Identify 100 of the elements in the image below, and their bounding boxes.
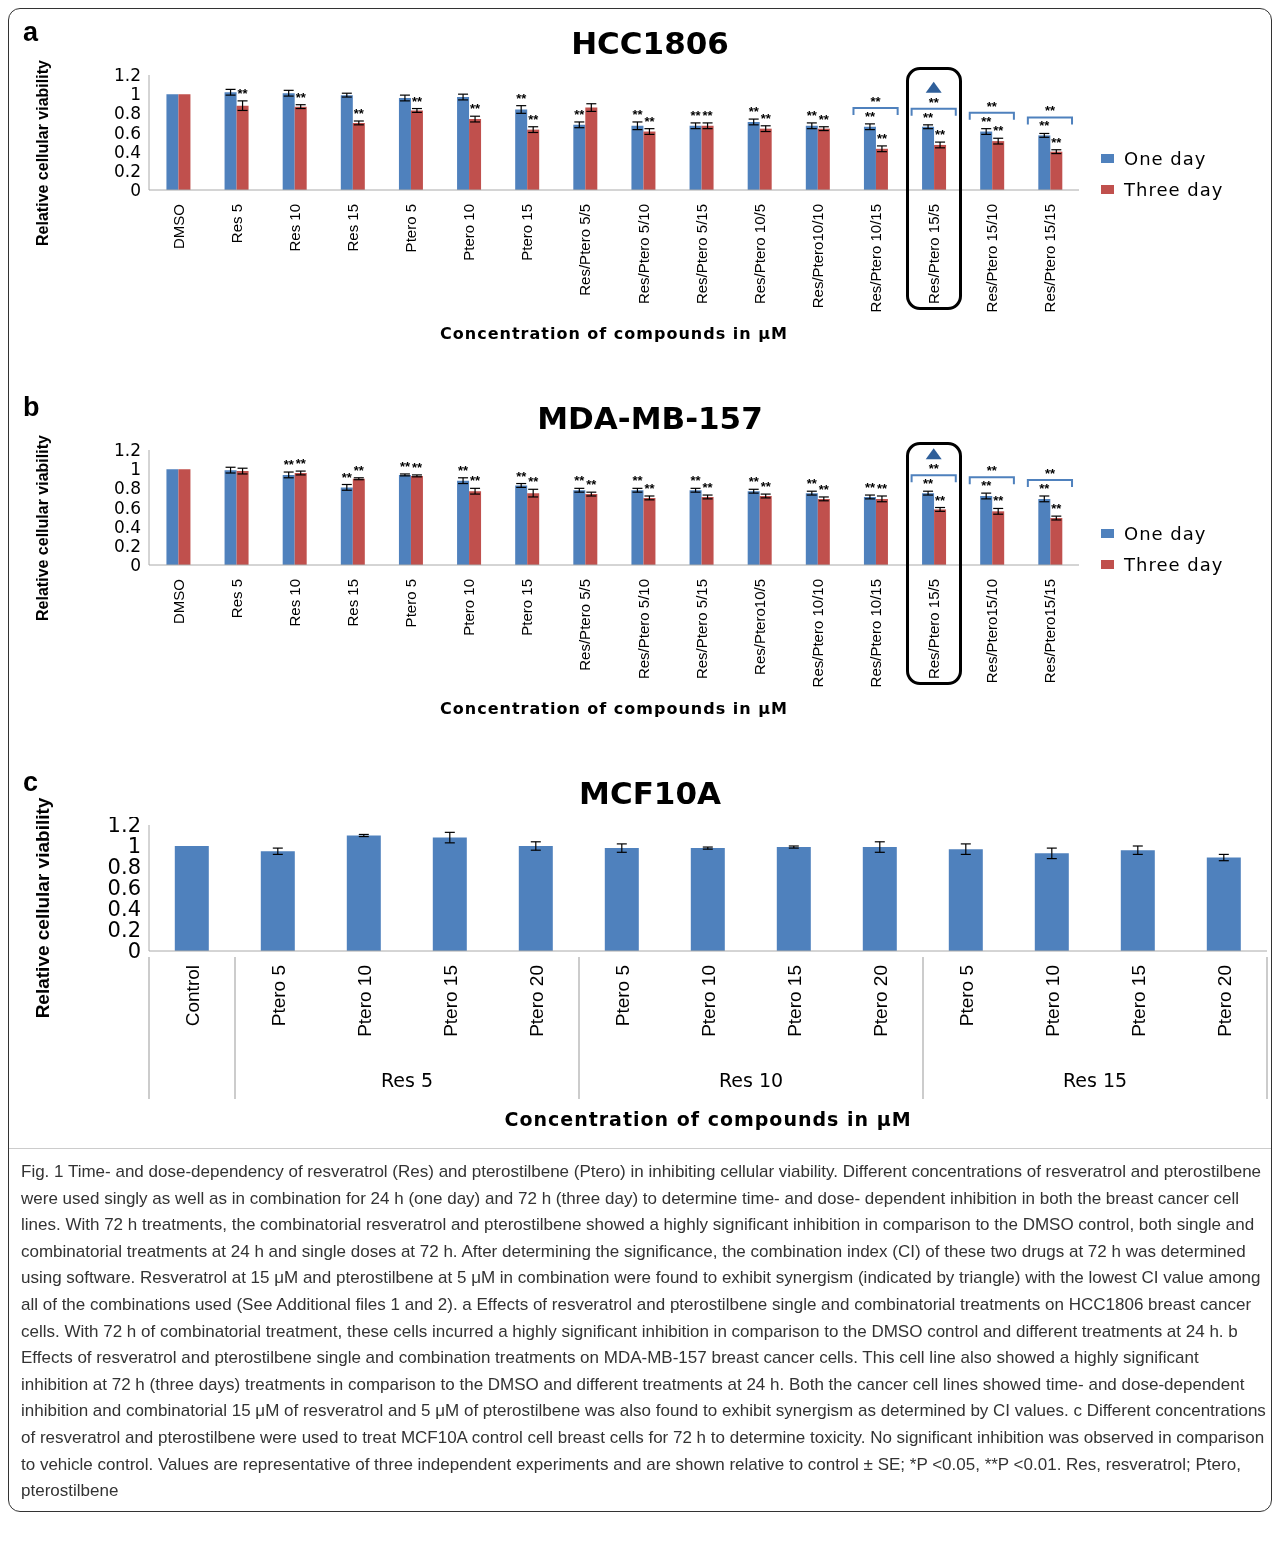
x-tick-label: Res/Ptero 5/15 — [692, 204, 710, 305]
x-tick-label: Ptero 15 — [518, 579, 536, 636]
x-tick-label: Res/Ptero 15/10 — [983, 204, 1001, 313]
bar — [585, 107, 598, 190]
x-tick-label: Res 5 — [227, 579, 245, 619]
data-label: ** — [993, 493, 1005, 509]
y-tick-label: 0.4 — [113, 141, 141, 162]
x-tick-label: Ptero 15 — [1127, 965, 1149, 1037]
x-tick-label: Res 10 — [285, 204, 303, 252]
bar — [1034, 853, 1069, 951]
x-tick-label: Res 10 — [285, 579, 303, 627]
x-tick-label: Res/Ptero 15/5 — [925, 204, 943, 305]
annotation: ** — [986, 463, 998, 479]
bar — [863, 126, 876, 190]
x-tick-label: Res/Ptero15/10 — [983, 579, 1001, 684]
x-tick-label: Ptero 10 — [697, 965, 719, 1037]
y-tick-label: 1.2 — [113, 65, 141, 86]
bar — [805, 493, 818, 565]
data-label: ** — [411, 93, 423, 109]
bar — [992, 141, 1005, 190]
bar — [166, 94, 179, 190]
bar — [1206, 857, 1241, 951]
data-label: ** — [1039, 481, 1051, 496]
bar — [817, 128, 830, 190]
text: Res 15 — [1062, 1069, 1128, 1091]
figure-frame: a HCC1806 Relative cellular viability DMSO Res 5 Res 10 Res 15 Ptero 5 Ptero 10 Ptero 15 Res/Ptero 5/5 Res/Ptero 5/10 Res/Ptero 5/15 Res/Ptero 10/5 Res/Ptero10/10 Res/Ptero 10/15 Res/Ptero 15/5 Res/Ptero 15/10 Res/Ptero 15/15 0 0.2 0.4 0.6 0.8 1 1.2 ** ** ** ** ** ** ** ** ** ** ** ** ** ** ** ** ** ** ** ** ** ** ** ** ** ** ** ** One day Three day Concentration of compounds in μM b MDA-MB-157 Relative cellular viability DMSO Res 5 Res 10 Res 15 Ptero 5 Ptero 10 Ptero 15 Res/Ptero 5/5 Res/Ptero 5/10 Res/Ptero 5/15 Res/Ptero10/5 Res/Ptero 10/10 Res/Ptero 10/15 Res/Ptero 15/5 Res/Ptero15/10 Res/Ptero15/15 0 0.2 0.4 0.6 0.8 1 1.2 ** ** ** ** ** ** ** ** ** ** ** ** ** ** ** ** ** ** ** ** ** ** ** ** ** ** ** ** ** ** ** One day Three day Concentration of compounds in μM c MCF10A Relative cellular viability Control Ptero 5 Res 5 Ptero 10 Ptero 15 Ptero 20 Ptero 5 Res 10 Ptero 10 Ptero 15 Ptero 20 Ptero 5 Res 15 Ptero 10 Ptero 15 Ptero 20 0 0.2 0.4 0.6 0.8 1 1.2 Concentration of compounds in μM Fig. 1 Time- and dose-dependency of resveratrol (Res) and pterostilbene (Ptero) in inhibiting cellular viability. Different concentrations of resveratrol and pterostilbene were used singly as well as in combination for 24 h (one day) and 72 h (three day) to determine time- and dose- dependent inhibition in both the breast cancer cell lines. With 72 h treatments, the combinatorial resveratrol and pterostilbene showed a highly significant inhibition in comparison to the DMSO control, both single and combinatorial treatments at 24 h and single doses at 72 h. After determining the significance, the combination index (CI) of these two drugs at 72 h was determined using software. Resveratrol at 15 μM and pterostilbene at 5 μM in combination were found to exhibit synergism (indicated by triangle) with the lowest CI value among all of the combinations used (See Additional files 1 and 2). a Effects of resveratrol and pterostilbene single and combinatorial treatments on HCC1806 breast cancer cells. With 72 h of combinatorial treatment, these cells incurred a highly significant inhibition in comparison to the DMSO control and different treatments at 24 h. b Effects of resveratrol and pterostilbene single and combination treatments on MDA-MB-157 breast cancer cells. This cell line also showed a highly significant inhibition at 72 h (three days) treatments in comparison to the DMSO and different treatments at 24 h. Both the cancer cell lines showed time- and dose-dependent inhibition and combinatorial 15 μM of resveratrol and 5 μM of pterostilbene was also found to exhibit synergism as determined by CI values. c Different concentrations of resveratrol and pterostilbene were used to treat MCF10A control cell breast cells for 72 h to determine toxicity. No significant inhibition was observed in comparison to vehicle control. Values are representative of three independent experiments and are shown relative to control ± SE; *P <0.05, **P <0.01. Res, resveratrol; Ptero, pterostilbene — [8, 8, 1272, 1512]
data-label: ** — [981, 113, 993, 129]
bar — [573, 124, 586, 190]
data-label: ** — [399, 458, 411, 474]
x-tick-label: Ptero 5 — [611, 965, 633, 1027]
bar — [585, 494, 598, 565]
x-tick-label: Res/Ptero 5/5 — [576, 204, 594, 296]
data-label: ** — [470, 101, 482, 117]
bar — [1038, 498, 1051, 565]
x-tick-label: Res/Ptero 5/5 — [576, 579, 594, 671]
y-tick-label: 1 — [130, 84, 141, 105]
bar — [398, 98, 411, 190]
bar — [631, 490, 644, 565]
data-label: ** — [458, 462, 470, 478]
bar — [690, 848, 725, 951]
x-tick-label: Control — [181, 965, 203, 1027]
chart-title: HCC1806 — [571, 25, 729, 61]
bar — [178, 469, 191, 565]
annotation: ** — [928, 461, 940, 477]
data-label: ** — [748, 104, 760, 120]
x-tick-label: Ptero 10 — [460, 579, 478, 636]
bar — [922, 126, 935, 190]
bar — [260, 851, 295, 951]
x-tick-label: Res/Ptero15/15 — [1041, 579, 1059, 684]
bar — [469, 119, 482, 190]
y-tick-label: 0 — [130, 555, 141, 576]
data-label: ** — [516, 90, 528, 106]
bar — [410, 475, 423, 565]
bar — [922, 493, 935, 565]
bar — [934, 144, 947, 190]
y-tick-label: 1 — [130, 459, 141, 480]
y-axis-title: Relative cellular viability — [34, 59, 52, 246]
data-label: ** — [644, 113, 656, 129]
bar — [689, 125, 702, 190]
data-label: ** — [702, 480, 714, 496]
bar — [352, 122, 365, 190]
bar — [515, 109, 528, 190]
legend-label: Three day — [1124, 178, 1224, 200]
bar — [875, 498, 888, 565]
data-label: ** — [864, 108, 876, 124]
y-axis-title: Relative cellular viability — [34, 434, 52, 621]
bar — [948, 849, 983, 951]
x-tick-label: Ptero 10 — [1041, 965, 1063, 1037]
data-label: ** — [353, 462, 365, 478]
data-label: ** — [470, 473, 482, 489]
data-label: ** — [876, 130, 888, 146]
bar — [689, 490, 702, 565]
data-label: ** — [864, 480, 876, 496]
bar — [174, 846, 209, 951]
data-label: ** — [574, 473, 586, 489]
bar — [224, 92, 237, 190]
data-label: ** — [632, 106, 644, 122]
bar — [1050, 151, 1063, 190]
data-label: ** — [923, 109, 935, 125]
data-label: ** — [935, 127, 947, 143]
bar — [398, 474, 411, 565]
bar — [1038, 135, 1051, 190]
bar — [527, 493, 540, 565]
y-tick-label: 0 — [130, 180, 141, 201]
bar — [934, 509, 947, 565]
annotation: ** — [986, 98, 998, 114]
bar — [224, 470, 237, 565]
annotation: ** — [870, 93, 882, 109]
data-label: ** — [411, 459, 423, 475]
bar — [432, 837, 467, 951]
data-label: ** — [806, 107, 818, 123]
legend-label: One day — [1124, 522, 1207, 544]
bar — [643, 497, 656, 565]
data-label: ** — [516, 468, 528, 484]
bar — [457, 480, 470, 565]
legend-label: One day — [1124, 147, 1207, 169]
data-label: ** — [690, 473, 702, 489]
data-label: ** — [818, 111, 830, 127]
x-tick-label: Ptero 5 — [955, 965, 977, 1027]
bar — [352, 478, 365, 565]
